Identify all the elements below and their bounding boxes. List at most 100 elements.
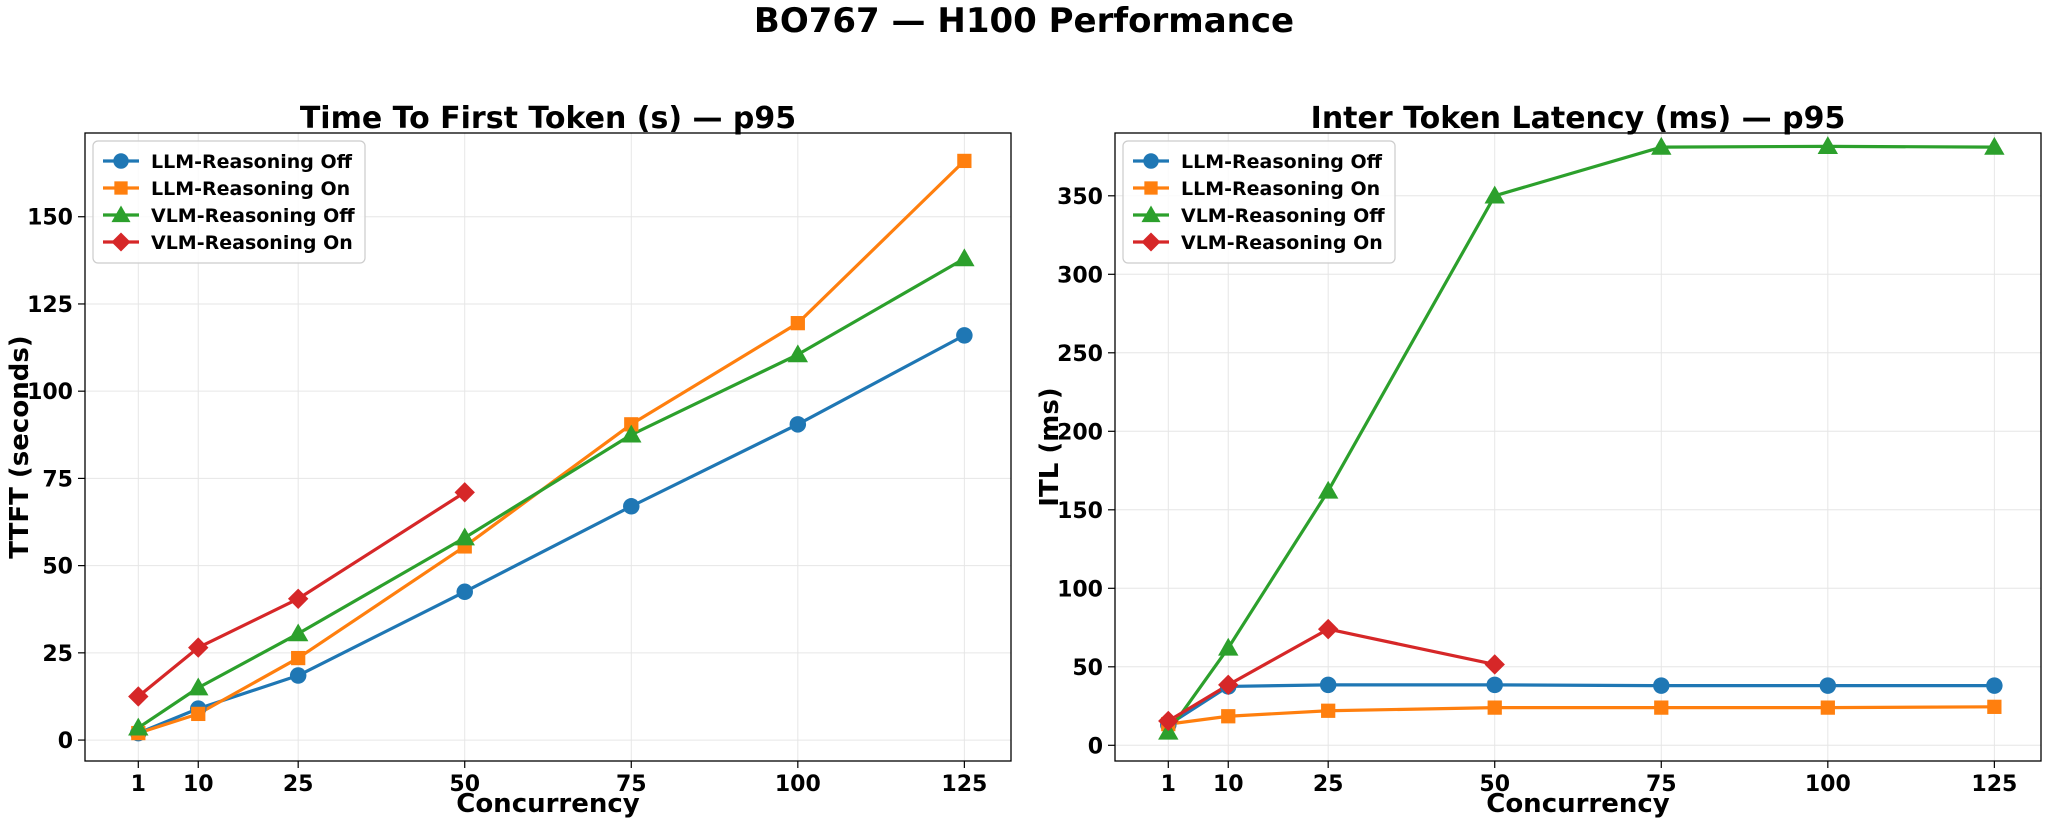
legend-marker — [111, 205, 131, 223]
chart-itl-ylabel: ITL (ms) — [1035, 387, 1065, 506]
y-tick-label: 0 — [58, 729, 73, 754]
data-point-vlm-reasoning-on — [1484, 654, 1505, 675]
legend-marker — [1141, 232, 1161, 252]
series-line-vlm-reasoning-on — [137, 491, 466, 698]
y-tick-label: 0 — [1088, 734, 1103, 759]
data-point-vlm-reasoning-off — [1817, 136, 1839, 154]
data-point-llm-reasoning-on — [1221, 709, 1236, 724]
data-point-vlm-reasoning-on — [287, 588, 309, 609]
chart-ttft: Time To First Token (s) — p95 1 10 25 50 75 1… — [5, 101, 1012, 819]
data-point-vlm-reasoning-off — [454, 527, 475, 546]
y-tick-label: 350 — [1057, 185, 1103, 210]
data-point-llm-reasoning-off — [289, 667, 307, 684]
data-point-llm-reasoning-on — [1654, 700, 1669, 715]
chart-itl: Inter Token Latency (ms) — p95 1 10 25 50 75… — [1035, 101, 2042, 819]
chart-ttft-title: Time To First Token (s) — p95 — [300, 101, 796, 136]
legend-marker — [1144, 181, 1158, 195]
legend-label-llm-reasoning-on: LLM-Reasoning On — [1181, 178, 1380, 200]
data-point-vlm-reasoning-off — [188, 677, 209, 696]
x-tick-label: 75 — [1646, 772, 1677, 797]
legend-marker — [114, 181, 128, 195]
chart-itl-xlabel: Concurrency — [1486, 789, 1670, 819]
data-point-vlm-reasoning-on — [188, 637, 209, 658]
y-tick-label: 250 — [1057, 342, 1103, 367]
data-point-vlm-reasoning-off — [621, 424, 642, 443]
legend-label-vlm-reasoning-on: VLM-Reasoning On — [1181, 232, 1383, 254]
x-tick-label: 50 — [449, 772, 480, 797]
legend-marker — [113, 153, 129, 169]
x-tick-label: 100 — [775, 772, 821, 797]
data-point-llm-reasoning-on — [1987, 699, 2002, 714]
x-tick-label: 25 — [1313, 772, 1344, 797]
legend-label-llm-reasoning-on: LLM-Reasoning On — [151, 178, 350, 200]
data-point-vlm-reasoning-off — [1317, 480, 1339, 499]
legend-label-vlm-reasoning-on: VLM-Reasoning On — [151, 232, 353, 254]
data-point-llm-reasoning-off — [1319, 676, 1337, 694]
chart-itl-yticks: 0 50 100 150 200 250 300 350 — [1057, 185, 1115, 759]
data-point-llm-reasoning-off — [623, 498, 640, 515]
chart-ttft-ylabel: TTFT (seconds) — [5, 335, 35, 558]
x-tick-label: 75 — [616, 772, 647, 797]
chart-itl-title: Inter Token Latency (ms) — p95 — [1311, 101, 1846, 136]
x-tick-label: 25 — [283, 772, 314, 797]
legend-marker — [111, 232, 131, 252]
y-tick-label: 125 — [27, 293, 73, 318]
y-tick-label: 25 — [42, 642, 73, 667]
chart-ttft-plot-frame — [84, 132, 1012, 762]
data-point-llm-reasoning-on — [1321, 703, 1336, 718]
chart-ttft-legend: LLM-Reasoning Off LLM-Reasoning On VLM-Rea… — [92, 140, 366, 264]
data-point-vlm-reasoning-on — [1158, 710, 1179, 732]
data-point-llm-reasoning-on — [624, 417, 639, 432]
chart-ttft-xticks: 1 10 25 50 75 100 125 — [131, 761, 987, 797]
y-tick-label: 75 — [42, 467, 73, 492]
legend-label-llm-reasoning-off: LLM-Reasoning Off — [151, 151, 353, 173]
data-point-llm-reasoning-on — [291, 650, 306, 666]
data-point-vlm-reasoning-off — [1651, 136, 1672, 155]
legend-marker — [1141, 205, 1161, 223]
figure-title: BO767 — H100 Performance — [754, 1, 1294, 41]
chart-itl-xticks: 1 10 25 50 75 100 125 — [1161, 761, 2017, 797]
y-tick-label: 150 — [27, 206, 73, 231]
data-point-llm-reasoning-on — [191, 706, 206, 722]
data-point-vlm-reasoning-off — [954, 248, 975, 267]
legend-box — [92, 140, 366, 264]
chart-ttft-xlabel: Concurrency — [456, 789, 640, 819]
data-point-vlm-reasoning-off — [128, 717, 149, 736]
data-point-llm-reasoning-on — [1820, 700, 1835, 715]
chart-ttft-grid — [85, 133, 1011, 761]
data-point-vlm-reasoning-on — [454, 482, 475, 503]
y-tick-label: 300 — [1057, 263, 1103, 288]
data-point-vlm-reasoning-off — [1218, 637, 1239, 656]
chart-ttft-markers — [128, 153, 975, 742]
data-point-vlm-reasoning-off — [1484, 185, 1505, 204]
x-tick-label: 125 — [941, 772, 987, 797]
y-tick-label: 200 — [1057, 420, 1103, 445]
chart-itl-legend: LLM-Reasoning Off LLM-Reasoning On VLM-Rea… — [1122, 140, 1396, 264]
legend-label-llm-reasoning-off: LLM-Reasoning Off — [1181, 151, 1383, 173]
data-point-llm-reasoning-on — [957, 153, 972, 169]
data-point-vlm-reasoning-off — [787, 344, 809, 363]
y-tick-label: 150 — [1057, 499, 1103, 524]
data-point-llm-reasoning-off — [956, 327, 973, 344]
x-tick-label: 1 — [131, 772, 146, 797]
y-tick-label: 50 — [1072, 656, 1103, 681]
y-tick-label: 100 — [27, 380, 73, 405]
chart-itl-markers — [1158, 136, 2005, 740]
y-tick-label: 100 — [1057, 577, 1103, 602]
data-point-llm-reasoning-off — [1653, 677, 1670, 694]
x-tick-label: 125 — [1971, 772, 2017, 797]
data-point-llm-reasoning-on — [790, 316, 805, 331]
y-tick-label: 50 — [42, 555, 73, 580]
data-point-vlm-reasoning-on — [128, 686, 149, 707]
data-point-llm-reasoning-off — [1819, 677, 1837, 694]
data-point-llm-reasoning-off — [1986, 677, 2003, 694]
data-point-vlm-reasoning-off — [287, 623, 309, 642]
data-point-llm-reasoning-off — [1486, 676, 1503, 694]
data-point-vlm-reasoning-on — [1218, 674, 1239, 696]
data-point-llm-reasoning-off — [789, 416, 807, 433]
data-point-llm-reasoning-off — [456, 583, 473, 601]
chart-ttft-yticks: 0 25 50 75 100 125 150 — [27, 206, 85, 754]
x-tick-label: 50 — [1479, 772, 1510, 797]
legend-label-vlm-reasoning-off: VLM-Reasoning Off — [1181, 205, 1385, 227]
